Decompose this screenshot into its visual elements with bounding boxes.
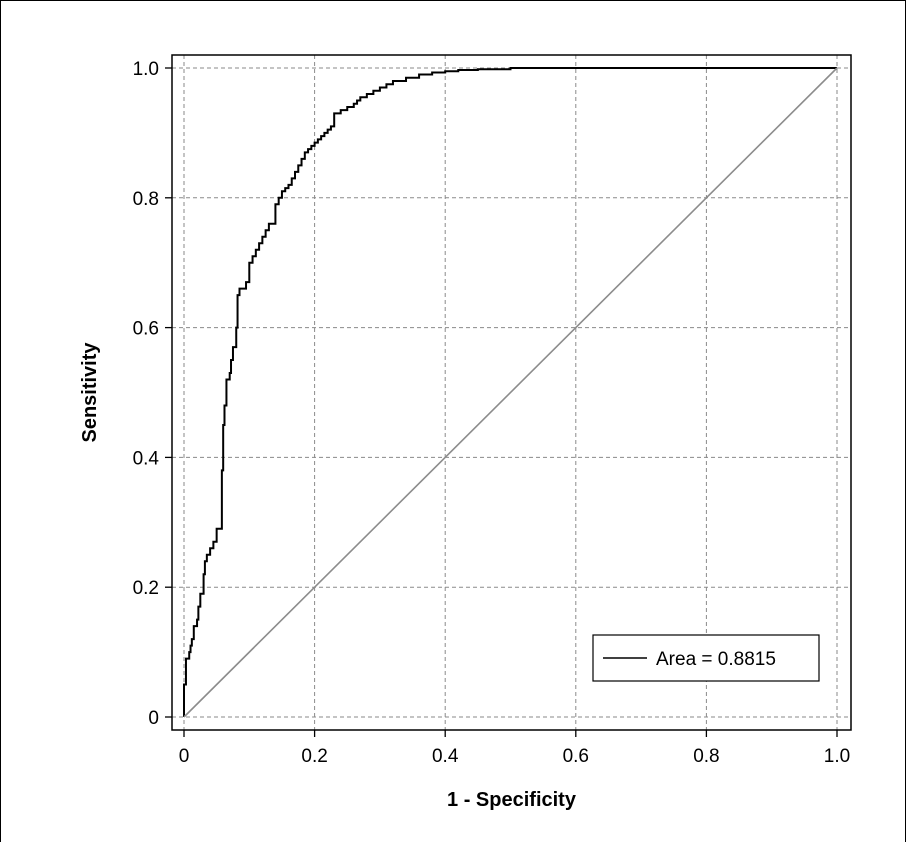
y-tick-label: 0.8 [133,189,159,210]
grid-layer [172,55,851,730]
y-tick-label: 0.2 [133,578,159,599]
ticks-layer: 0 0.2 0.4 0.6 0.8 1.0 0 0.2 0.4 0.6 0.8 1.0 [133,59,851,767]
x-tick-label: 0.4 [432,746,459,767]
x-tick-label: 0 [179,746,190,767]
x-axis-title: 1 - Specificity [447,789,577,811]
plot-area-border [171,54,852,731]
y-tick-label: 0.4 [133,448,160,469]
x-tick-label: 0.2 [301,746,327,767]
roc-curve-line [183,67,837,717]
y-axis-title: Sensitivity [79,342,101,443]
y-tick-label: 0.6 [133,319,159,340]
x-tick-label: 0.6 [563,746,589,767]
x-tick-label: 1.0 [824,746,850,767]
series-layer [183,67,838,718]
x-tick-label: 0.8 [693,746,719,767]
legend-label: Area = 0.8815 [656,649,776,670]
diagonal-reference-line [183,67,838,718]
y-tick-label: 1.0 [133,59,159,80]
y-tick-label: 0 [148,708,159,729]
legend: Area = 0.8815 [592,634,820,682]
